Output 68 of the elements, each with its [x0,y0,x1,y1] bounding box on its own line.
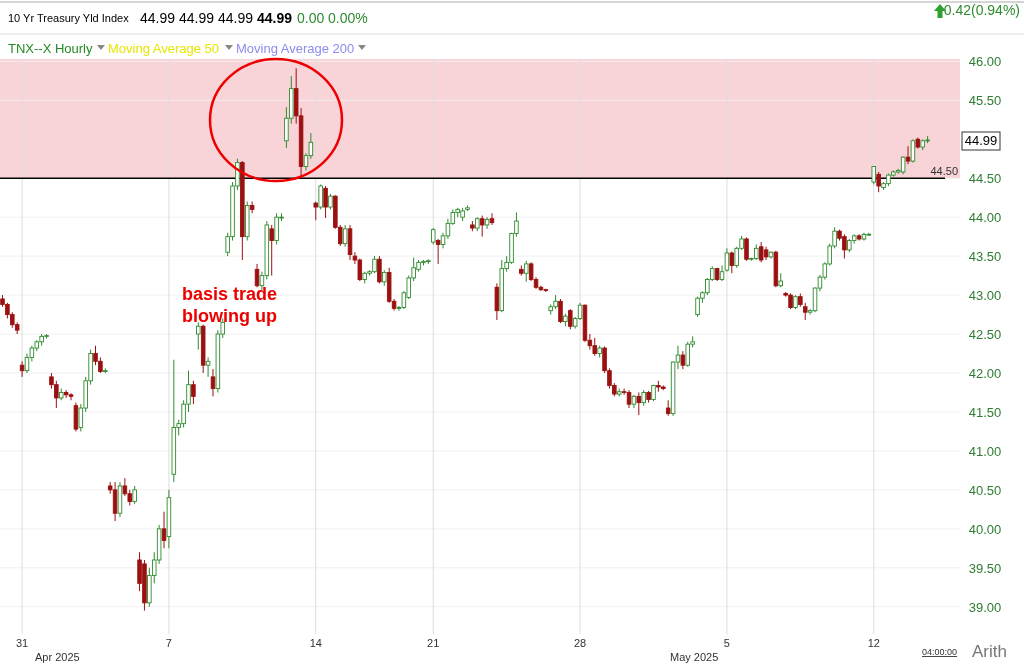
candlestick [744,236,749,262]
candlestick [489,212,495,226]
candlestick [73,402,79,432]
candlestick [377,255,382,284]
candlestick [205,356,211,378]
candlestick [323,185,328,219]
candlestick [19,360,25,378]
candlestick [568,308,573,330]
text: 44.99 [257,10,293,26]
candlestick [558,298,563,324]
x-tick-label: 14 [309,637,322,649]
y-tick-label: 40.00 [968,521,1002,537]
text: TNX--X Hourly [8,41,94,56]
y-tick-label: 42.00 [968,365,1002,381]
candlestick [161,511,167,549]
y-tick-label: 42.50 [968,327,1002,343]
text: 0.42(0.94%) [943,2,1020,18]
candlestick [479,215,485,238]
x-tick-label: 31 [15,637,29,649]
text: 0.00 [297,10,325,26]
text: 04:00:00 [922,647,958,657]
y-tick-label: 39.50 [968,560,1002,576]
text: Arith [972,642,1007,661]
y-tick-label: 45.50 [968,93,1002,109]
candlestick [910,138,916,164]
candlestick [494,282,500,321]
y-tick-label: 43.00 [968,288,1002,304]
text: 44.99 [964,133,998,148]
x-tick-label: 12 [867,637,880,649]
candlestick [905,145,911,165]
candlestick [112,481,118,522]
candlestick [729,250,735,274]
x-tick-label: 7 [165,637,172,649]
y-tick-label: 43.50 [968,249,1002,265]
candlestick [68,392,74,401]
x-tick-label: 5 [723,637,730,649]
text: 10 Yr Treasury Yld Index [8,12,130,24]
text: Apr 2025 [35,651,80,663]
text: 44.99 [140,10,176,26]
y-tick-label: 41.50 [968,404,1002,420]
text: 44.99 [218,10,254,26]
candlestick [523,260,529,283]
text: Moving Average 200 [236,41,355,56]
candlestick [876,171,881,193]
candlestick [63,389,69,399]
candlestick [318,183,323,210]
x-tick-label: 21 [427,637,440,649]
y-tick-label: 39.00 [968,599,1002,615]
y-tick-label: 40.50 [968,482,1002,498]
candlestick [685,341,691,368]
y-tick-label: 46.00 [968,54,1002,70]
text: May 2025 [670,651,719,663]
text: Moving Average 50 [108,41,220,56]
x-tick-label: 28 [573,637,587,649]
candlestick [249,201,255,214]
annotation: basis trade blowing up [182,284,278,326]
y-tick-label: 44.50 [968,171,1002,187]
candlestick [435,238,441,265]
candlestick [191,380,196,405]
candlestick [636,391,642,416]
text: 44.99 [179,10,215,26]
candlestick [342,224,348,248]
candlestick [210,368,216,397]
text: 0.00% [328,10,368,26]
y-tick-label: 41.00 [968,443,1002,459]
y-tick-label: 44.00 [968,210,1002,226]
candlestick [269,224,274,277]
ref-line-label: 44.50 [930,165,958,178]
